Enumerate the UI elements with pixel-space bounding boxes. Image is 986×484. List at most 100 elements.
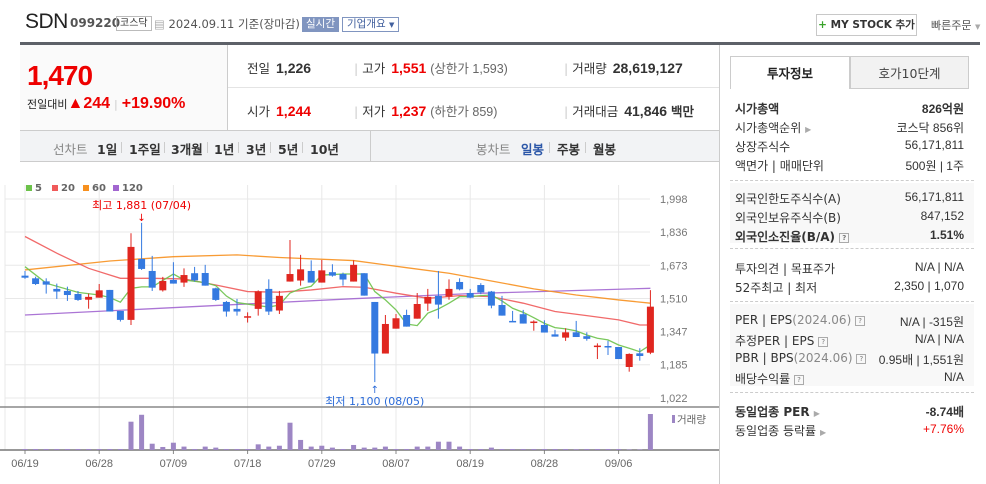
plus-icon: + bbox=[818, 19, 827, 31]
up-triangle-icon: ▲ bbox=[67, 95, 84, 112]
period-1y[interactable]: 1년 bbox=[214, 142, 235, 157]
period-3m[interactable]: 3개월 bbox=[171, 142, 203, 157]
low-price: | 저가 1,237 (하한가 859) bbox=[354, 103, 498, 119]
arrow-right-icon: ▶ bbox=[819, 428, 827, 437]
candle-body bbox=[636, 353, 644, 356]
info-value: N/A | N/A bbox=[914, 332, 964, 346]
arrow-down-icon: ↓ bbox=[137, 213, 145, 224]
info-value: 847,152 bbox=[920, 209, 964, 223]
candle-body bbox=[445, 288, 453, 297]
candle-body bbox=[615, 347, 623, 360]
tab-order-book[interactable]: 호가10단계 bbox=[850, 56, 969, 89]
stock-chart[interactable]: 1,998 1,836 1,673 1,510 1,347 1,185 1,022 06/19… bbox=[0, 175, 719, 484]
stock-code: 099220 bbox=[70, 16, 121, 30]
volume-bar bbox=[276, 445, 282, 450]
info-value: 56,171,811 bbox=[904, 190, 964, 204]
period-monthly[interactable]: 월봉 bbox=[593, 142, 617, 157]
candle-body bbox=[562, 332, 570, 338]
candle-body bbox=[519, 314, 527, 324]
volume-bar bbox=[647, 414, 653, 450]
realtime-button[interactable]: 실시간 bbox=[302, 17, 339, 32]
info-value: 56,171,811 bbox=[904, 138, 964, 152]
candle-body bbox=[95, 290, 103, 298]
period-10y[interactable]: 10년 bbox=[310, 142, 339, 157]
info-value: N/A | N/A bbox=[914, 260, 964, 274]
x-tick-label: 06/19 bbox=[11, 458, 39, 470]
period-1d[interactable]: 1일 bbox=[97, 142, 118, 157]
y-tick-label: 1,998 bbox=[660, 194, 688, 206]
volume-bar bbox=[457, 446, 463, 450]
help-icon[interactable]: ? bbox=[856, 353, 867, 364]
ma5-line bbox=[24, 266, 651, 353]
legend-ma5: 5 bbox=[26, 183, 42, 194]
info-row: 배당수익률 ? N/A bbox=[735, 370, 964, 387]
divider bbox=[730, 301, 974, 302]
info-label: 투자의견 | 목표주가 bbox=[735, 262, 835, 276]
candle-body bbox=[392, 318, 400, 329]
candle-body bbox=[169, 279, 177, 284]
info-value: 2,350 | 1,070 bbox=[894, 279, 964, 293]
help-icon[interactable]: ? bbox=[855, 315, 866, 326]
candle-body bbox=[265, 288, 273, 312]
info-label: 시가총액 bbox=[735, 102, 780, 116]
volume-bar bbox=[616, 448, 622, 450]
legend-ma20: 20 bbox=[52, 183, 75, 194]
price-box bbox=[20, 45, 228, 131]
date-label: ▤ 2024.09.11 기준(장마감) bbox=[154, 17, 300, 31]
help-icon[interactable]: ? bbox=[794, 374, 805, 385]
volume-bar bbox=[75, 448, 81, 450]
candle-body bbox=[551, 334, 559, 337]
help-icon[interactable]: ? bbox=[818, 336, 829, 347]
candle-body bbox=[106, 289, 114, 312]
candle-body bbox=[222, 301, 230, 312]
candle-body bbox=[413, 303, 421, 319]
volume-bar bbox=[192, 448, 198, 450]
info-row[interactable]: 동일업종 등락률 ▶ +7.76% bbox=[735, 422, 964, 439]
info-label: 외국인한도주식수(A) bbox=[735, 192, 841, 206]
x-tick-label: 08/19 bbox=[456, 458, 484, 470]
volume-legend-marker bbox=[672, 415, 675, 423]
candle-body bbox=[424, 296, 432, 304]
help-icon[interactable]: ? bbox=[839, 232, 850, 243]
info-label: PBR | BPS(2024.06) ? bbox=[735, 351, 867, 368]
volume-legend-label: 거래량 bbox=[677, 414, 706, 426]
volume-bar bbox=[594, 448, 600, 450]
info-row[interactable]: 시가총액순위 ▶ 코스닥 856위 bbox=[735, 119, 964, 136]
period-daily[interactable]: 일봉 bbox=[521, 142, 545, 157]
info-label: 외국인보유주식수(B) bbox=[735, 211, 841, 225]
volume-bar bbox=[584, 448, 590, 450]
volume-bar bbox=[467, 448, 473, 450]
period-weekly[interactable]: 주봉 bbox=[557, 142, 581, 157]
period-5y[interactable]: 5년 bbox=[278, 142, 299, 157]
info-label: 액면가 | 매매단위 bbox=[735, 159, 824, 173]
candle-body bbox=[350, 264, 358, 282]
add-my-stock-button[interactable]: + MY STOCK 추가 bbox=[816, 14, 917, 36]
info-row: 외국인보유주식수(B) 847,152 bbox=[735, 209, 964, 226]
trade-amount: | 거래대금 41,846 백만 bbox=[564, 103, 695, 119]
volume-bar bbox=[298, 439, 304, 450]
info-row: PBR | BPS(2024.06) ? 0.95배 | 1,551원 bbox=[735, 351, 964, 368]
quick-order-dropdown[interactable]: 빠른주문 ▼ bbox=[931, 19, 981, 32]
info-row[interactable]: 동일업종 PER ▶ -8.74배 bbox=[735, 403, 964, 420]
period-1w[interactable]: 1주일 bbox=[129, 142, 161, 157]
volume-bar bbox=[139, 414, 145, 450]
candle-body bbox=[53, 288, 61, 292]
price-change: 전일대비▲244 | +19.90% bbox=[27, 95, 186, 112]
divider bbox=[20, 42, 980, 45]
info-row: 상장주식수 56,171,811 bbox=[735, 138, 964, 155]
y-tick-label: 1,510 bbox=[660, 293, 688, 305]
volume-bar bbox=[329, 447, 335, 450]
candle-body bbox=[191, 273, 199, 281]
company-info-dropdown[interactable]: 기업개요 ▼ bbox=[342, 17, 400, 32]
low-annotation: 최저 1,100 (08/05) bbox=[325, 395, 424, 408]
x-tick-label: 07/09 bbox=[160, 458, 188, 470]
info-label: 배당수익률 ? bbox=[735, 370, 805, 387]
divider bbox=[730, 180, 974, 181]
period-3y[interactable]: 3년 bbox=[246, 142, 267, 157]
candle-body bbox=[434, 295, 442, 305]
tab-investment-info[interactable]: 투자정보 bbox=[730, 56, 850, 89]
volume-bar bbox=[287, 422, 293, 450]
y-tick-label: 1,673 bbox=[660, 260, 688, 272]
volume-bar bbox=[245, 448, 251, 450]
arrow-right-icon: ▶ bbox=[805, 125, 812, 134]
